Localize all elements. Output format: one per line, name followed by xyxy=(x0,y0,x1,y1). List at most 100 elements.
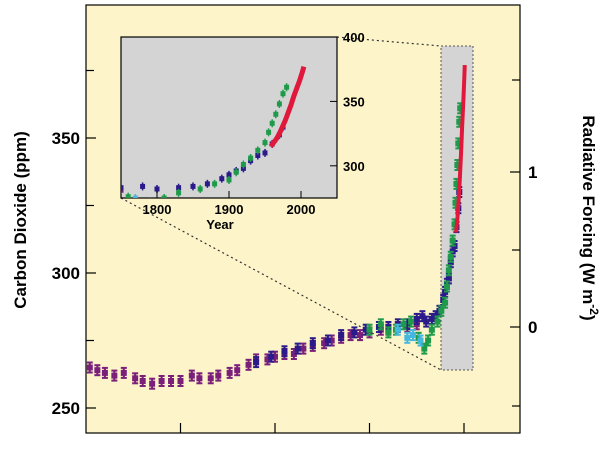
point-marker xyxy=(408,318,415,325)
data-point xyxy=(338,329,345,342)
point-marker xyxy=(404,334,411,341)
point-marker xyxy=(456,118,463,125)
point-marker xyxy=(454,162,461,168)
data-point xyxy=(196,372,203,385)
data-point xyxy=(149,377,156,390)
data-point xyxy=(234,364,241,377)
right-tick-label: 1 xyxy=(528,163,537,182)
point-marker xyxy=(453,180,460,187)
inset-y-tick-label: 300 xyxy=(343,159,365,174)
point-marker xyxy=(347,332,354,339)
inset-data-point xyxy=(276,99,282,108)
inset-point-marker xyxy=(125,194,131,198)
point-marker xyxy=(425,337,432,344)
point-marker xyxy=(428,315,435,322)
point-marker xyxy=(443,283,450,290)
data-point xyxy=(351,326,358,339)
data-point xyxy=(94,364,101,377)
inset-data-point xyxy=(212,179,218,188)
inset-point-marker xyxy=(240,162,246,168)
inset-axis-ticks: 1800 1900 2000 300 350 400 xyxy=(143,30,365,217)
point-marker xyxy=(328,337,335,344)
data-point xyxy=(421,342,428,355)
point-marker xyxy=(226,369,233,376)
data-point xyxy=(207,372,214,385)
point-marker xyxy=(428,326,435,333)
data-point xyxy=(404,331,411,344)
inset-x-tick-label: 1900 xyxy=(215,202,244,217)
right-axis-ticks: 01 xyxy=(510,79,537,407)
inset-point-marker xyxy=(269,120,275,126)
point-marker xyxy=(268,353,275,360)
inset-data-point xyxy=(284,83,290,92)
point-marker xyxy=(158,378,165,384)
inset-y-tick-label: 350 xyxy=(343,94,365,109)
data-point xyxy=(111,369,118,382)
data-point xyxy=(324,334,331,347)
data-point xyxy=(366,323,373,336)
inset-data-point xyxy=(266,128,272,137)
point-marker xyxy=(362,326,369,333)
data-point xyxy=(447,250,454,263)
series-line xyxy=(454,65,467,233)
point-marker xyxy=(400,321,407,328)
data-point xyxy=(168,375,175,387)
data-point xyxy=(442,296,449,309)
inset-point-marker xyxy=(140,183,146,189)
inset-point-marker xyxy=(262,150,268,156)
inset-point-marker xyxy=(273,111,279,117)
inset-point-marker xyxy=(176,190,182,196)
inset-point-marker xyxy=(212,181,218,187)
point-marker xyxy=(294,345,301,352)
data-point xyxy=(268,350,275,363)
data-point xyxy=(215,369,222,382)
inset-series-line xyxy=(268,65,307,148)
point-marker xyxy=(449,237,456,244)
point-marker xyxy=(457,105,464,112)
main-data-series xyxy=(86,65,467,390)
data-point xyxy=(158,375,165,387)
bottom-axis-ticks xyxy=(179,423,465,433)
point-marker xyxy=(234,367,241,374)
point-marker xyxy=(357,332,364,339)
data-point xyxy=(226,366,233,379)
data-point xyxy=(86,361,93,374)
point-marker xyxy=(101,369,108,376)
data-point xyxy=(253,356,260,369)
data-point xyxy=(290,348,297,360)
point-marker xyxy=(419,313,426,320)
data-point xyxy=(394,323,401,336)
inset-data-point xyxy=(204,179,210,188)
data-point xyxy=(409,329,416,342)
point-marker xyxy=(177,378,184,384)
point-marker xyxy=(309,340,316,347)
point-marker xyxy=(264,356,271,363)
inset-data-point xyxy=(197,184,203,193)
point-marker xyxy=(451,221,458,228)
inset-x-tick-label: 2000 xyxy=(287,202,316,217)
point-marker xyxy=(417,337,424,344)
point-marker xyxy=(321,340,328,347)
data-point xyxy=(357,329,364,342)
point-marker xyxy=(149,380,156,387)
data-point xyxy=(132,372,139,385)
right-tick-label: 0 xyxy=(528,318,537,337)
inset-data-point xyxy=(176,188,182,197)
inset-point-marker xyxy=(226,172,232,178)
inset-x-axis-title: Year xyxy=(206,217,233,232)
inset-data-point xyxy=(219,174,225,183)
point-marker xyxy=(366,326,373,333)
inset-data-point xyxy=(262,148,268,157)
inset-point-marker xyxy=(121,185,124,191)
inset-y-tick-label: 400 xyxy=(343,30,365,45)
inset-point-marker xyxy=(255,152,261,158)
point-marker xyxy=(438,307,445,314)
point-marker xyxy=(253,359,260,366)
data-point xyxy=(177,375,184,387)
inset-data-point xyxy=(140,182,146,191)
data-point xyxy=(294,342,301,355)
point-marker xyxy=(94,367,101,374)
inset-point-marker xyxy=(204,181,210,187)
inset-data-point xyxy=(255,146,261,155)
point-marker xyxy=(385,329,392,336)
